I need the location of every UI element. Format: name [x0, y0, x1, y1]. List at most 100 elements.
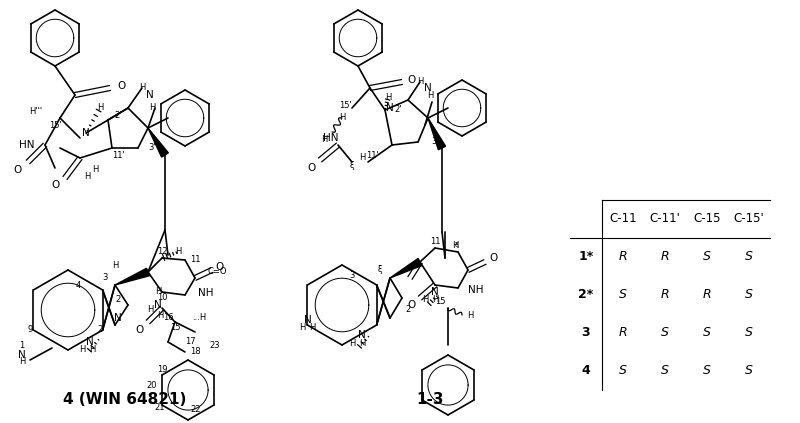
Text: H: H: [417, 77, 423, 86]
Text: N: N: [386, 103, 394, 113]
Text: H: H: [299, 324, 305, 332]
Text: HN: HN: [322, 133, 338, 143]
Text: C-15': C-15': [734, 212, 764, 225]
Text: O: O: [216, 262, 224, 272]
Text: C=O: C=O: [208, 267, 227, 277]
Text: H: H: [309, 324, 315, 332]
Text: C-11': C-11': [650, 212, 681, 225]
Text: R: R: [661, 288, 670, 302]
Text: 2': 2': [394, 105, 402, 115]
Text: H: H: [147, 305, 153, 314]
Text: 2: 2: [406, 305, 410, 314]
Text: N: N: [146, 90, 154, 100]
Text: 20: 20: [146, 381, 158, 390]
Text: O: O: [118, 81, 126, 91]
Text: NH: NH: [198, 288, 214, 298]
Text: H: H: [422, 296, 428, 305]
Polygon shape: [390, 258, 422, 278]
Text: 17: 17: [185, 338, 195, 346]
Text: H: H: [175, 247, 181, 256]
Text: H: H: [149, 103, 155, 112]
Text: 11': 11': [366, 151, 378, 159]
Text: S: S: [661, 327, 669, 340]
Text: 3: 3: [582, 327, 590, 340]
Text: 4 (WIN 64821): 4 (WIN 64821): [63, 393, 186, 407]
Text: HN: HN: [19, 140, 35, 150]
Text: O: O: [52, 180, 60, 190]
Text: 23: 23: [210, 341, 220, 349]
Text: 2': 2': [114, 110, 122, 120]
Text: H: H: [112, 261, 118, 270]
Text: H: H: [339, 113, 345, 123]
Text: 11: 11: [190, 255, 200, 264]
Text: S: S: [703, 327, 711, 340]
Text: H: H: [155, 288, 161, 297]
Text: C-11: C-11: [609, 212, 637, 225]
Text: 1: 1: [19, 341, 25, 349]
Text: H: H: [359, 338, 365, 348]
Text: 15': 15': [49, 121, 62, 129]
Text: H''': H''': [29, 107, 42, 116]
Text: 18: 18: [190, 348, 200, 357]
Text: S: S: [703, 365, 711, 377]
Text: H: H: [19, 357, 25, 366]
Text: 10: 10: [157, 294, 167, 302]
Text: N: N: [424, 83, 432, 93]
Text: 2*: 2*: [578, 288, 594, 302]
Text: 15: 15: [434, 297, 446, 307]
Polygon shape: [428, 118, 446, 150]
Text: S: S: [619, 365, 627, 377]
Text: H: H: [467, 310, 473, 319]
Polygon shape: [115, 268, 150, 285]
Text: H: H: [89, 346, 95, 354]
Text: N: N: [86, 337, 94, 347]
Text: 1*: 1*: [578, 250, 594, 264]
Text: 15': 15': [339, 101, 352, 110]
Text: R: R: [618, 327, 627, 340]
Text: O: O: [14, 165, 22, 175]
Text: 2: 2: [115, 296, 121, 305]
Text: 2: 2: [98, 326, 102, 335]
Text: N: N: [154, 300, 162, 310]
Text: H: H: [92, 165, 98, 174]
Text: 21: 21: [154, 404, 166, 412]
Text: S: S: [661, 365, 669, 377]
Text: S: S: [619, 288, 627, 302]
Text: 11': 11': [112, 151, 124, 159]
Text: H: H: [349, 338, 355, 348]
Text: H: H: [452, 241, 458, 250]
Text: N: N: [18, 350, 26, 360]
Text: N: N: [358, 330, 366, 340]
Text: S: S: [745, 365, 753, 377]
Text: H: H: [359, 154, 365, 162]
Text: N: N: [431, 287, 439, 297]
Text: O: O: [408, 75, 416, 85]
Text: R: R: [702, 288, 711, 302]
Text: 3': 3': [431, 137, 439, 146]
Text: 4: 4: [75, 280, 81, 289]
Text: 3: 3: [102, 274, 108, 283]
Text: O: O: [136, 325, 144, 335]
Text: H: H: [385, 93, 391, 102]
Text: 1-3: 1-3: [416, 393, 444, 407]
Text: O: O: [408, 300, 416, 310]
Text: H: H: [322, 135, 328, 145]
Text: S: S: [745, 288, 753, 302]
Text: 3': 3': [148, 143, 156, 153]
Text: O: O: [308, 163, 316, 173]
Text: N: N: [82, 128, 90, 138]
Text: 16: 16: [162, 313, 174, 322]
Text: 12: 12: [157, 247, 167, 256]
Text: 22: 22: [190, 406, 202, 415]
Text: ξ: ξ: [455, 242, 459, 248]
Text: ξ: ξ: [378, 266, 382, 275]
Text: H: H: [432, 296, 438, 305]
Text: 3: 3: [350, 270, 354, 280]
Text: N: N: [304, 315, 312, 325]
Text: H: H: [427, 91, 433, 101]
Text: 15: 15: [170, 324, 180, 332]
Text: N: N: [114, 313, 122, 323]
Text: H: H: [79, 346, 85, 354]
Text: O: O: [489, 253, 497, 263]
Text: ξ: ξ: [350, 160, 354, 170]
